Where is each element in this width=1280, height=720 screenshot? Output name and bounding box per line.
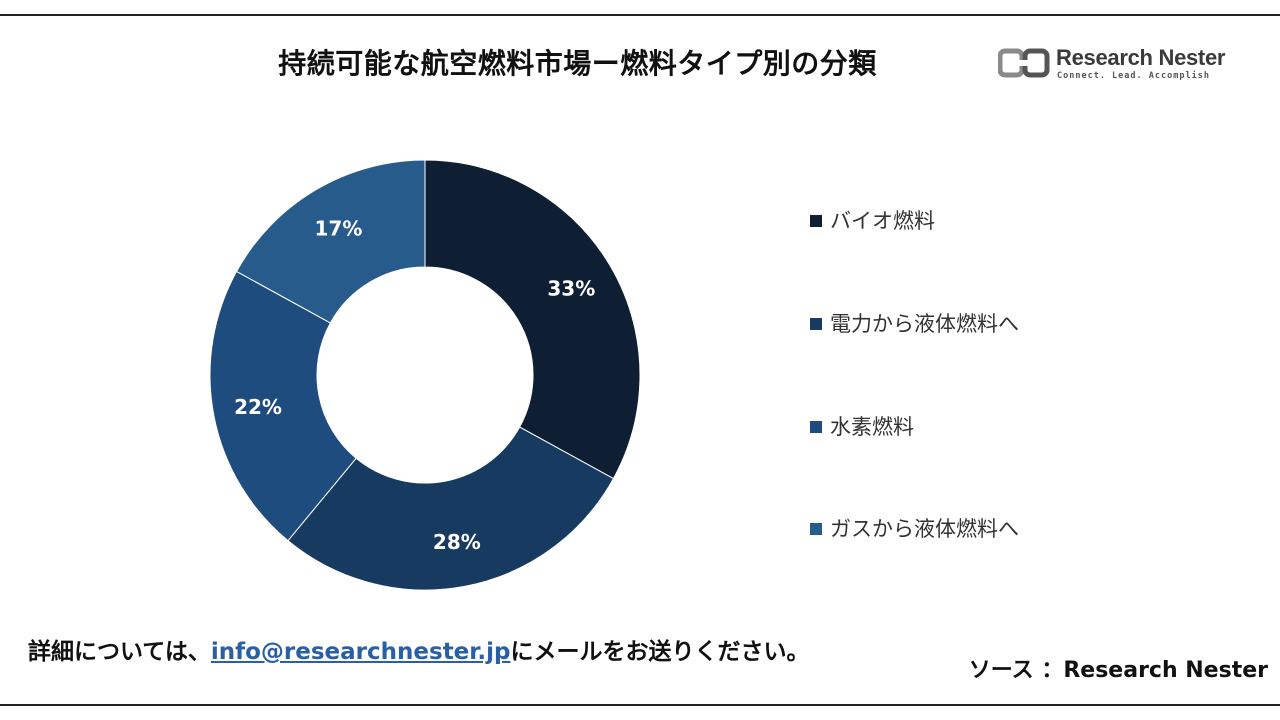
contact-prefix: 詳細については、 <box>28 639 211 665</box>
legend-swatch <box>810 421 822 433</box>
logo-tagline: Connect. Lead. Accomplish <box>1057 71 1210 81</box>
legend-item-gas-to-liquid: ガスから液体燃料へ <box>810 513 1019 543</box>
legend-item-power-to-liquid: 電力から液体燃料へ <box>810 308 1019 338</box>
legend-item-hydrogen-fuel: 水素燃料 <box>810 411 914 441</box>
donut-slice-bio-fuel <box>424 159 641 480</box>
legend-label: 水素燃料 <box>830 415 914 439</box>
slice-label-hydrogen-fuel: 22% <box>234 395 282 419</box>
slice-label-power-to-liquid: 28% <box>433 530 481 554</box>
donut-slice-gas-to-liquid <box>235 159 426 324</box>
legend-swatch <box>810 215 822 227</box>
logo-mark-icon <box>998 48 1050 78</box>
legend-label: 電力から液体燃料へ <box>830 312 1019 336</box>
source-credit: ソース ：Research Nester <box>968 658 1268 683</box>
contact-note: 詳細については、info@researchnester.jpにメールをお送りくだ… <box>28 632 809 666</box>
donut-slice-hydrogen-fuel <box>209 270 357 542</box>
legend-swatch <box>810 318 822 330</box>
bottom-rule <box>0 704 1280 706</box>
logo-name: Research Nester <box>1056 45 1226 70</box>
legend-swatch <box>810 523 822 535</box>
email-link[interactable]: info@researchnester.jp <box>210 639 511 665</box>
donut-chart: 33% 28% 22% 17% <box>209 159 641 591</box>
legend-label: バイオ燃料 <box>830 209 935 233</box>
chart-title: 持続可能な航空燃料市場ー燃料タイプ別の分類 <box>278 47 877 80</box>
slice-label-gas-to-liquid: 17% <box>315 217 363 241</box>
legend-label: ガスから液体燃料へ <box>830 517 1019 541</box>
research-nester-logo: Research Nester Connect. Lead. Accomplis… <box>998 45 1225 85</box>
contact-suffix: にメールをお送りください。 <box>510 639 810 665</box>
donut-slice-power-to-liquid <box>287 426 615 591</box>
top-rule <box>0 14 1280 16</box>
legend-item-bio-fuel: バイオ燃料 <box>810 205 935 235</box>
slice-label-bio-fuel: 33% <box>547 276 595 300</box>
